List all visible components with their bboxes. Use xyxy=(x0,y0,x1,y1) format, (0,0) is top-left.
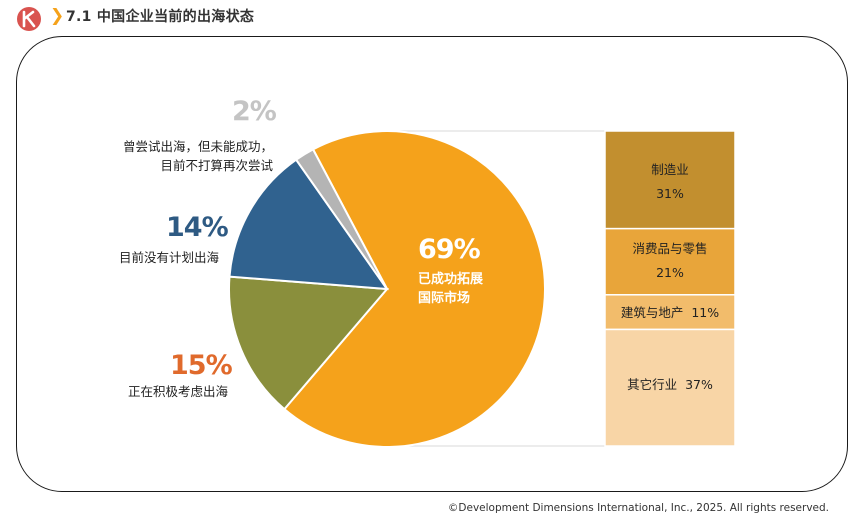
slice-pct-label-considering: 15% xyxy=(170,350,233,381)
bar-segment-consumer-retail xyxy=(604,227,736,296)
slice-tried-failed xyxy=(294,148,388,290)
slice-considering xyxy=(228,275,390,411)
slice-label-overseas-success: 已成功拓展 国际市场 xyxy=(418,272,484,306)
bar-label-consumer-retail: 消费品与零售 21% xyxy=(632,241,708,280)
bar-segment-construction-realestate xyxy=(604,294,736,331)
slice-pct-label-no-plan: 14% xyxy=(166,212,229,243)
bar-label-manufacturing: 制造业 31% xyxy=(651,162,689,201)
slice-no-plan xyxy=(228,158,390,291)
slice-overseas-success xyxy=(282,130,546,448)
bar-segment-manufacturing xyxy=(604,130,736,230)
copyright-notice: ©Development Dimensions International, I… xyxy=(447,502,829,514)
slice-pct-label-overseas-success: 69% xyxy=(418,234,481,265)
ddi-logo-icon xyxy=(17,7,41,31)
bar-label-other-industries: 其它行业 37% xyxy=(627,377,713,392)
bar-label-construction-realestate: 建筑与地产 11% xyxy=(620,305,720,320)
slice-label-considering: 正在积极考虑出海 xyxy=(127,384,228,399)
chart-frame xyxy=(16,36,848,492)
slice-pct-label-tried-failed: 2% xyxy=(232,96,277,127)
page-title: 7.1 中国企业当前的出海状态 xyxy=(66,9,255,25)
slice-label-no-plan: 目前没有计划出海 xyxy=(118,250,219,265)
chevron-right-icon: ❯ xyxy=(50,6,65,26)
bar-segment-other-industries xyxy=(604,328,736,447)
slice-label-tried-failed: 曾尝试出海，但未能成功， 目前不打算再次尝试 xyxy=(122,139,273,173)
